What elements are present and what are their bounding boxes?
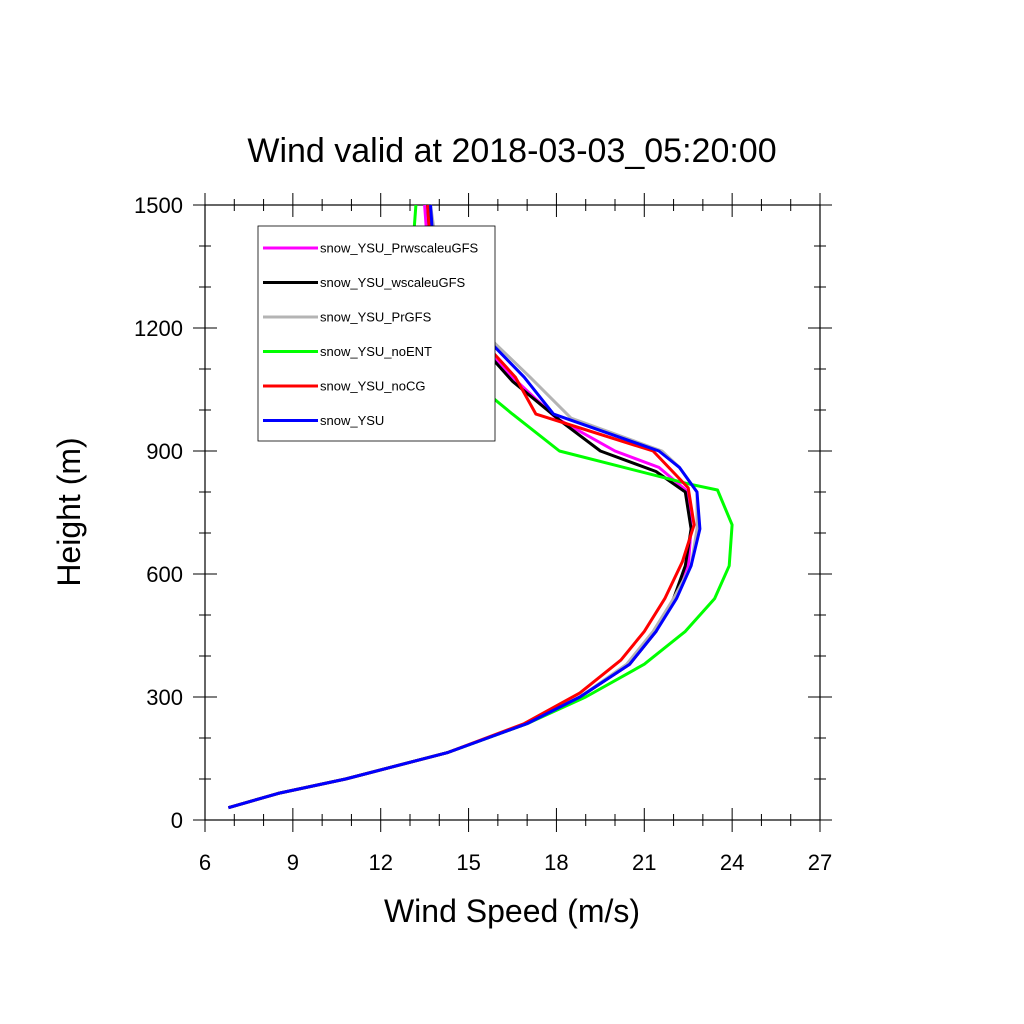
- x-tick-label: 24: [720, 850, 744, 875]
- x-tick-label: 12: [368, 850, 392, 875]
- legend-label: snow_YSU: [320, 413, 384, 428]
- y-tick-label: 1500: [134, 193, 183, 218]
- legend-box: [257, 225, 496, 442]
- y-axis: 0 300 600 900 1200 1500: [134, 193, 832, 833]
- y-tick-label: 300: [146, 685, 183, 710]
- y-tick-label: 0: [171, 808, 183, 833]
- legend-label: snow_YSU_PrGFS: [320, 310, 432, 325]
- x-axis: 6 9 12 15 18 21 24 27: [199, 193, 832, 875]
- legend-label: snow_YSU_noCG: [320, 379, 426, 394]
- x-tick-label: 27: [808, 850, 832, 875]
- y-tick-label: 1200: [134, 316, 183, 341]
- y-axis-label: Height (m): [51, 437, 87, 586]
- y-tick-label: 900: [146, 439, 183, 464]
- y-tick-label: 600: [146, 562, 183, 587]
- plot-area: [204, 204, 821, 821]
- legend-label: snow_YSU_noENT: [320, 344, 432, 359]
- plot-frame: [204, 204, 821, 821]
- legend-label: snow_YSU_PrwscaleuGFS: [320, 241, 479, 256]
- x-axis-label: Wind Speed (m/s): [384, 893, 640, 929]
- chart-title: Wind valid at 2018-03-03_05:20:00: [247, 132, 776, 170]
- x-tick-label: 21: [632, 850, 656, 875]
- x-tick-label: 15: [456, 850, 480, 875]
- x-tick-label: 6: [199, 850, 211, 875]
- x-tick-label: 18: [544, 850, 568, 875]
- legend: snow_YSU_PrwscaleuGFS snow_YSU_wscaleuGFS…: [257, 225, 496, 442]
- x-tick-label: 9: [287, 850, 299, 875]
- legend-label: snow_YSU_wscaleuGFS: [320, 275, 466, 290]
